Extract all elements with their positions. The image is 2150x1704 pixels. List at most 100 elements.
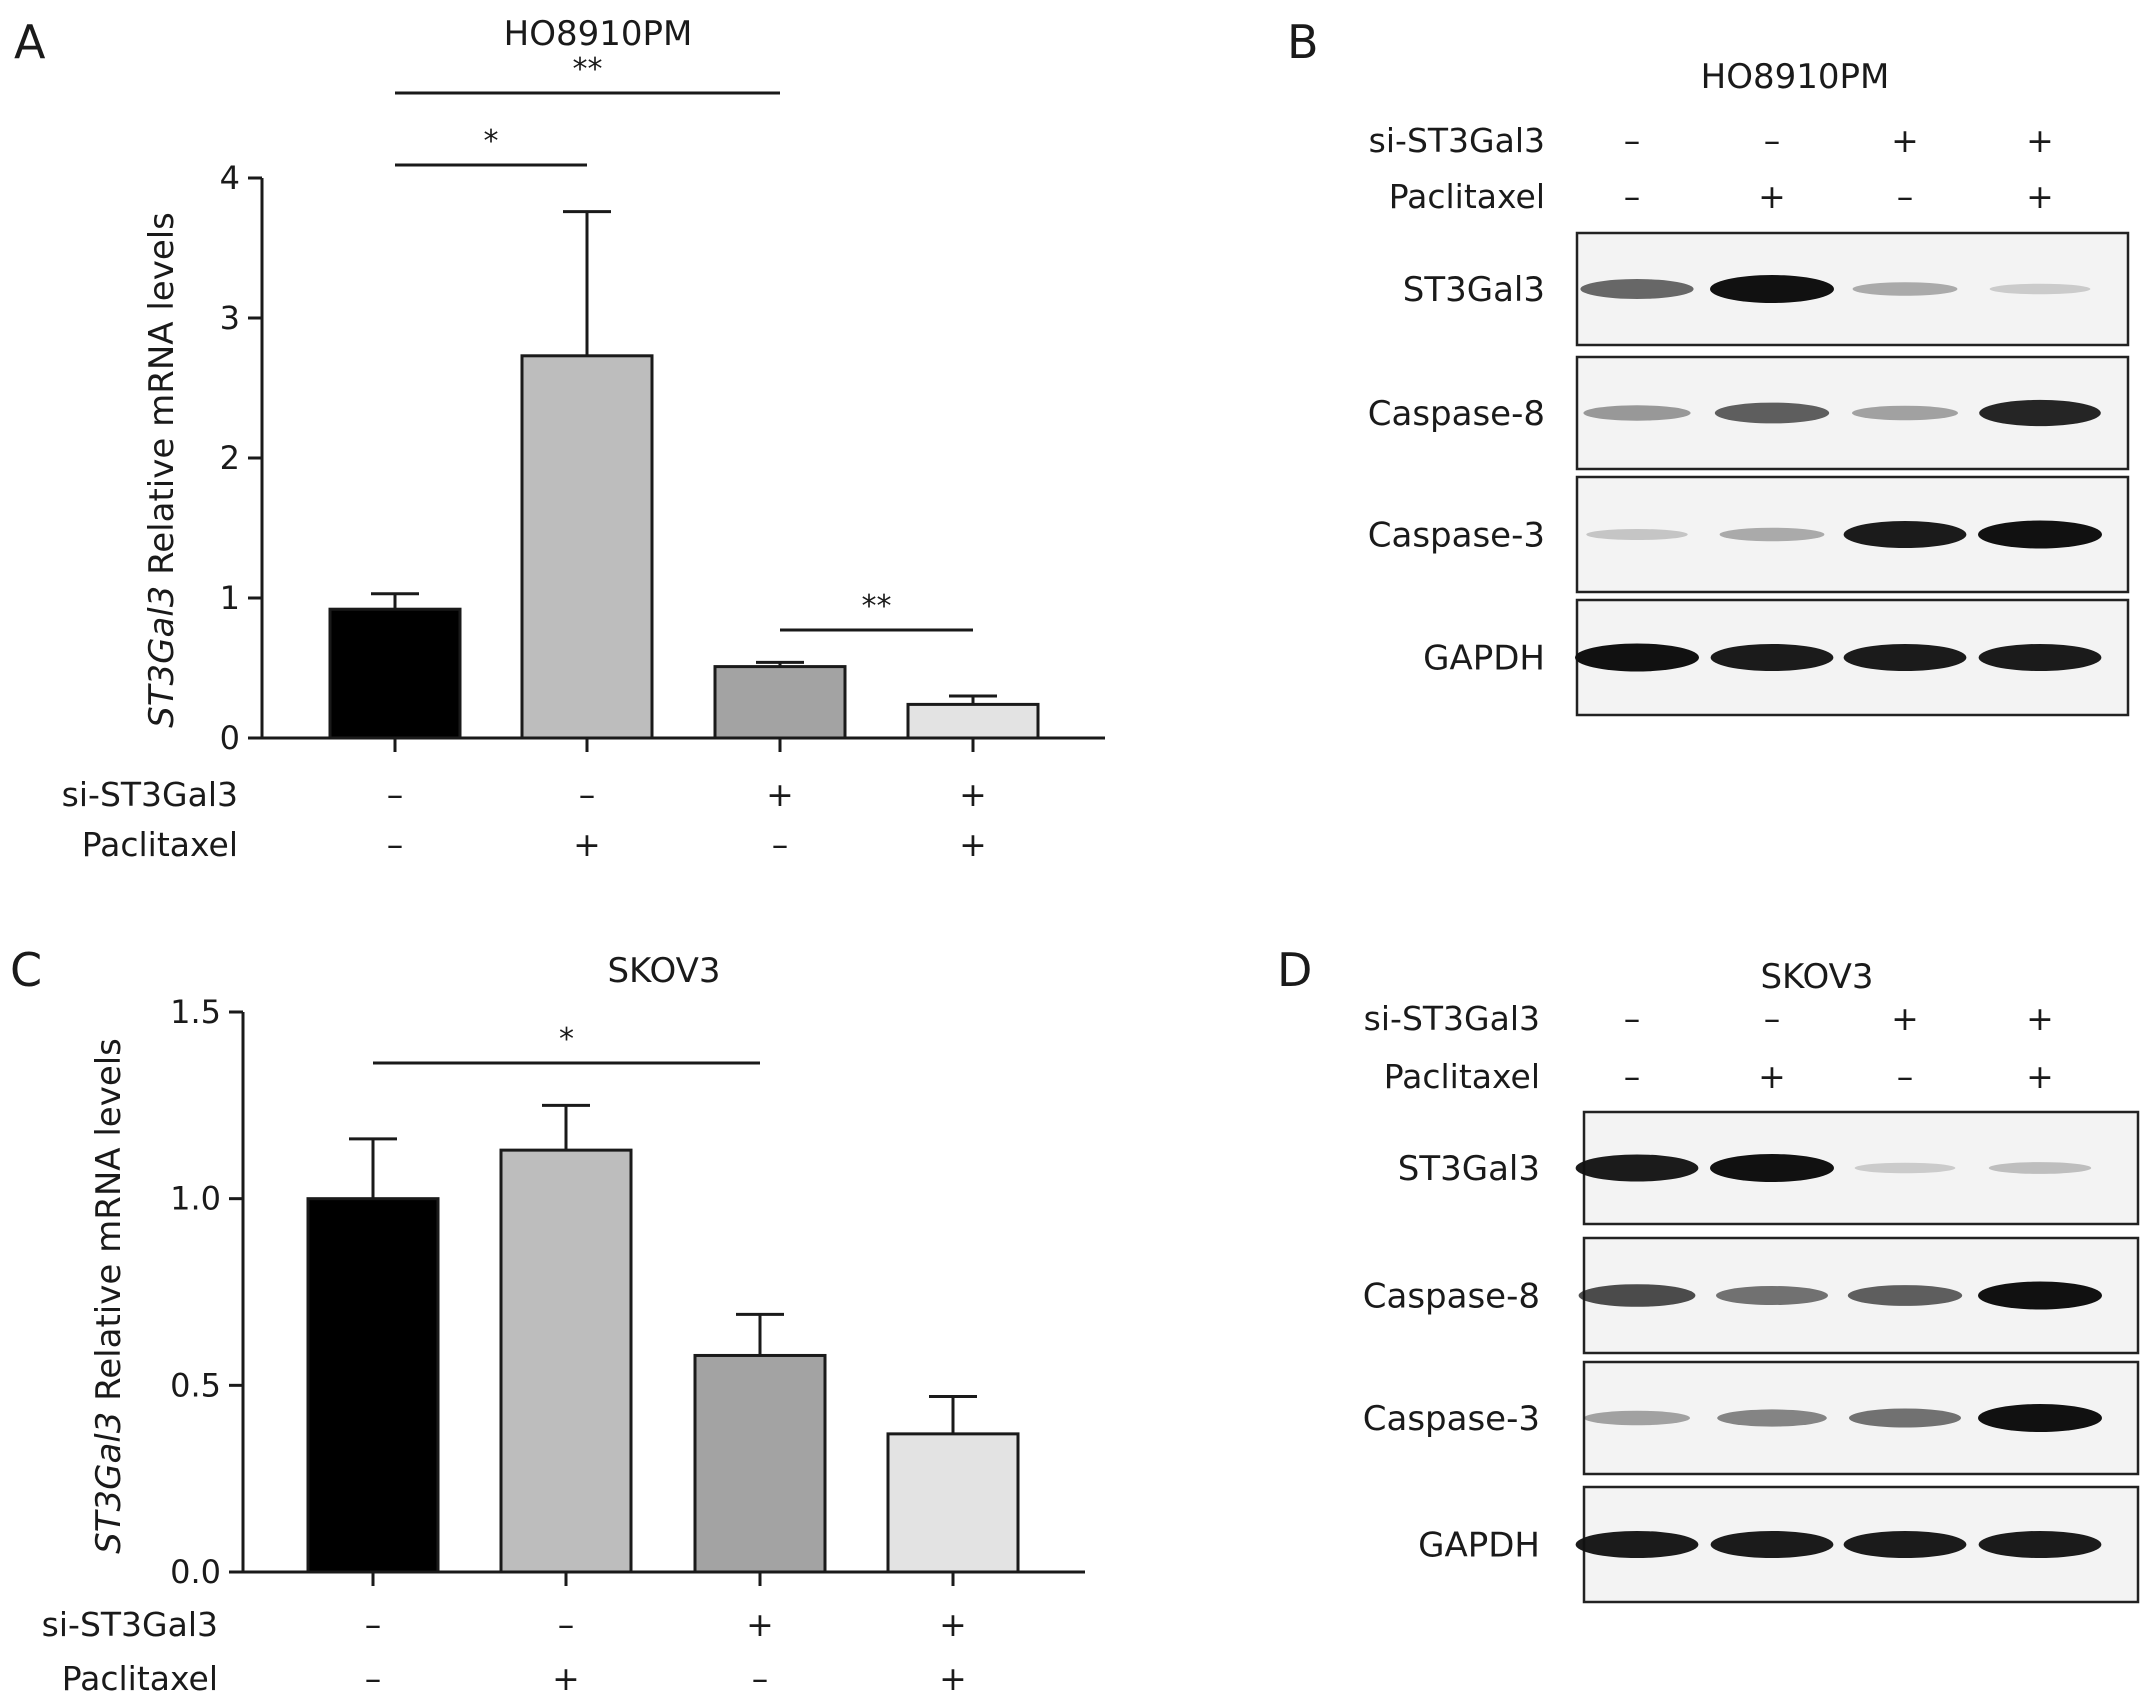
svg-text:ST3Gal3 Relative mRNA levels: ST3Gal3 Relative mRNA levels [142,212,182,728]
blot-band [1710,1530,1834,1559]
blot-band [1847,1285,1963,1306]
blot-band [1978,520,2102,549]
panel-b-pac-mark: – [1897,177,1914,216]
panel-c-si-label: si-ST3Gal3 [42,1605,218,1644]
bar [306,1197,440,1574]
panel-b-pac-label: Paclitaxel [1389,177,1545,216]
blot-band [1583,405,1691,421]
panel-b-pac-mark: + [2026,177,2054,216]
blot-band [1988,1162,2092,1174]
panel-c-si-mark: + [939,1605,967,1644]
panel-d-si-label: si-ST3Gal3 [1364,999,1540,1038]
panel-a-title: HO8910PM [504,14,693,54]
blot-band [1854,1162,1956,1174]
panel-a: A HO8910PM ST3Gal3 Relative mRNA levels … [14,14,1105,864]
bar [886,1432,1020,1574]
blot-band [1978,643,2102,672]
bar [693,1353,827,1574]
blot-strip [1575,231,2130,347]
y-tick-label: 1.0 [170,1180,221,1218]
blot-band [1843,643,1967,672]
panel-d-blot: ST3Gal3 Caspase-8 Caspase-3 GAPDH [1363,1110,2140,1604]
panel-a-si-mark: – [387,775,404,814]
panel-a-si-mark: – [579,775,596,814]
blot-band [1852,405,1958,421]
panel-c-pac-mark: – [752,1659,769,1698]
y-tick-label: 1.5 [170,993,221,1031]
panel-c-letter: C [10,943,42,997]
panel-a-pac-mark: + [573,825,601,864]
panel-d-pac-label: Paclitaxel [1384,1057,1540,1096]
bar [713,665,847,740]
panel-c-si-mark: – [558,1605,575,1644]
bar [906,702,1040,740]
blot-band [1717,1409,1827,1427]
panel-a-pac-mark: – [387,825,404,864]
blot-band [1575,643,1699,672]
panel-c-ylabel-rest: Relative mRNA levels [89,1038,129,1412]
panel-b-pac-mark: – [1624,177,1641,216]
blot-band [1575,1154,1699,1182]
panel-d-pac-mark: – [1897,1057,1914,1096]
bar [328,607,462,740]
panel-d-pac-mark: – [1624,1057,1641,1096]
blot-band [1989,283,2091,295]
blot-band [1852,282,1958,296]
significance-label: ** [573,52,603,87]
significance-label: * [484,124,499,159]
panel-a-letter: A [14,15,46,69]
y-tick-label: 3 [220,299,240,337]
blot-band [1716,1286,1828,1305]
blot-band [1843,520,1967,549]
significance-label: * [559,1022,574,1057]
panel-d-pac-mark: + [2026,1057,2054,1096]
panel-c-ylabel: ST3Gal3 Relative mRNA levels [89,1038,129,1554]
band-label: ST3Gal3 [1398,1149,1540,1189]
band-label: GAPDH [1423,639,1545,679]
blot-band [1849,1408,1961,1428]
panel-d-letter: D [1277,943,1312,997]
panel-c-si-mark: – [365,1605,382,1644]
y-tick-label: 4 [220,159,240,197]
panel-a-si-mark: + [766,775,794,814]
band-label: GAPDH [1418,1526,1540,1566]
y-tick-label: 1 [220,579,240,617]
band-label: ST3Gal3 [1403,270,1545,310]
blot-band [1843,1530,1967,1559]
panel-b-si-mark: + [2026,121,2054,160]
panel-c-si-mark: + [746,1605,774,1644]
panel-b-blot: ST3Gal3 Caspase-8 Caspase-3 GAPDH [1368,231,2130,717]
blot-band [1584,1410,1690,1426]
blot-band [1978,1404,2102,1432]
panel-d-si-mark: + [1891,999,1919,1038]
bar [499,1148,633,1574]
band-label: Caspase-3 [1368,516,1545,556]
panel-b-title: HO8910PM [1701,57,1890,97]
panel-b-si-mark: + [1891,121,1919,160]
panel-d-title: SKOV3 [1760,957,1873,997]
svg-text:ST3Gal3 Relative mRNA levels: ST3Gal3 Relative mRNA levels [89,1038,129,1554]
band-label: Caspase-8 [1368,394,1545,434]
panel-a-pac-mark: + [959,825,987,864]
y-tick-label: 0.5 [170,1366,221,1404]
blot-band [1719,527,1825,542]
panel-a-ylabel-rest: Relative mRNA levels [142,212,182,586]
panel-d-si-mark: – [1764,999,1781,1038]
y-tick-label: 2 [220,439,240,477]
panel-a-ylabel-gene: ST3Gal3 [142,586,182,728]
panel-d-si-mark: + [2026,999,2054,1038]
panel-a-si-label: si-ST3Gal3 [62,775,238,814]
panel-d-si-mark: – [1624,999,1641,1038]
blot-band [1578,1284,1696,1307]
panel-c-pac-label: Paclitaxel [62,1659,218,1698]
blot-band [1575,1530,1699,1559]
panel-b-si-mark: – [1624,121,1641,160]
blot-band [1586,528,1688,541]
blot-band [1710,275,1834,303]
y-tick-label: 0.0 [170,1553,221,1591]
significance-label: ** [862,589,892,624]
band-label: Caspase-3 [1363,1399,1540,1439]
panel-c-conditions: si-ST3Gal3 Paclitaxel – – + + – + – + [42,1605,967,1698]
